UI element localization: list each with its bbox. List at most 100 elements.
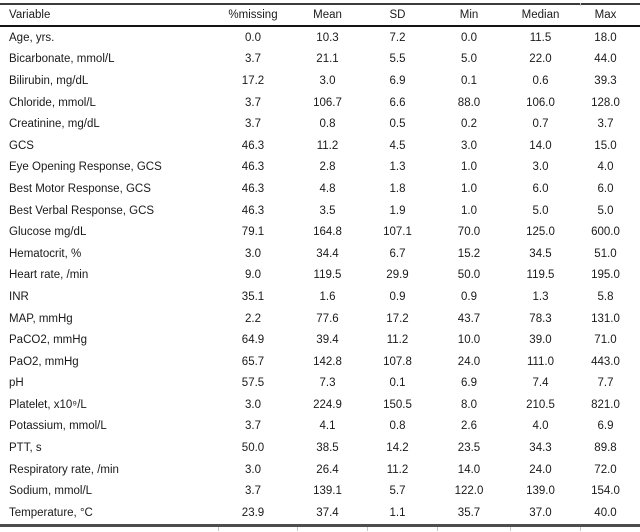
- median-value-cell: 0.7: [532, 118, 549, 131]
- mean-value-cell: 2.8: [319, 161, 336, 174]
- variable-cell: Best Verbal Response, GCS: [9, 204, 155, 217]
- table-row: GCS 46.3 11.2 4.5 3.0 14.0 15.0: [0, 135, 640, 157]
- median-value-cell: 0.6: [532, 74, 549, 87]
- median-value-cell: 14.0: [529, 139, 552, 152]
- max-value-cell: 89.8: [594, 442, 617, 455]
- variable-cell: MAP, mmHg: [9, 312, 73, 325]
- variable-cell: GCS: [9, 139, 34, 152]
- mean-value-cell: 142.8: [313, 355, 342, 368]
- min-value-cell: 10.0: [457, 334, 481, 347]
- table-row: PaCO2, mmHg 64.9 39.4 11.2 10.0 39.0 71.…: [0, 329, 640, 351]
- sd-value-cell: 150.5: [383, 398, 412, 411]
- min-value-cell: 0.1: [461, 74, 477, 87]
- max-value-cell: 72.0: [594, 463, 617, 476]
- sd-value-cell: 107.8: [383, 355, 412, 368]
- max-value-cell: 6.0: [597, 182, 614, 195]
- sd-value-cell: 17.2: [386, 312, 409, 325]
- table-row: Best Motor Response, GCS 46.3 4.8 1.8 1.…: [0, 178, 640, 200]
- min-value-cell: 5.0: [461, 53, 477, 66]
- median-value-cell: 6.0: [532, 182, 549, 195]
- min-value-cell: 35.7: [457, 506, 481, 519]
- missing-value-cell: 46.3: [241, 139, 265, 152]
- min-value-cell: 88.0: [457, 96, 481, 109]
- max-value-cell: 39.3: [594, 74, 617, 87]
- missing-value-cell: 46.3: [241, 182, 265, 195]
- sd-value-cell: 1.8: [389, 182, 406, 195]
- table-row: Eye Opening Response, GCS 46.3 2.8 1.3 1…: [0, 157, 640, 179]
- cropped-cell-border-tick: [218, 526, 219, 531]
- missing-value-cell: 3.0: [245, 463, 261, 476]
- mean-value-cell: 26.4: [316, 463, 339, 476]
- variable-cell: PaCO2, mmHg: [9, 334, 87, 347]
- mean-value-cell: 4.1: [319, 420, 336, 433]
- sd-value-cell: 0.5: [389, 118, 406, 131]
- variable-cell: Platelet, x10⁹/L: [9, 398, 87, 411]
- mean-value-cell: 77.6: [316, 312, 339, 325]
- table-row: Heart rate, /min 9.0 119.5 29.9 50.0 119…: [0, 265, 640, 287]
- max-value-cell: 7.7: [597, 377, 614, 390]
- mean-value-cell: 21.1: [316, 53, 339, 66]
- sd-value-cell: 6.6: [389, 96, 406, 109]
- variable-cell: Best Motor Response, GCS: [9, 182, 151, 195]
- missing-value-cell: 2.2: [245, 312, 261, 325]
- sd-value-cell: 1.3: [389, 161, 406, 174]
- mean-value-cell: 3.0: [319, 74, 336, 87]
- missing-value-cell: 79.1: [241, 226, 265, 239]
- variable-cell: Heart rate, /min: [9, 269, 89, 282]
- min-value-cell: 1.0: [461, 161, 477, 174]
- sd-value-cell: 0.9: [389, 290, 406, 303]
- variable-cell: Bicarbonate, mmol/L: [9, 53, 115, 66]
- missing-value-cell: 0.0: [245, 31, 261, 44]
- column-header-variable: Variable: [9, 9, 51, 21]
- table-row: Bilirubin, mg/dL 17.2 3.0 6.9 0.1 0.6 39…: [0, 70, 640, 92]
- sd-value-cell: 7.2: [389, 31, 406, 44]
- sd-value-cell: 0.1: [389, 377, 406, 390]
- sd-value-cell: 6.7: [389, 247, 406, 260]
- median-value-cell: 22.0: [529, 53, 552, 66]
- sd-value-cell: 107.1: [383, 226, 412, 239]
- mean-value-cell: 119.5: [313, 269, 342, 282]
- cropped-cell-border-tick: [580, 3, 581, 6]
- mean-value-cell: 106.7: [313, 96, 342, 109]
- sd-value-cell: 11.2: [386, 334, 409, 347]
- max-value-cell: 5.8: [597, 290, 614, 303]
- sd-value-cell: 29.9: [386, 269, 409, 282]
- mean-value-cell: 7.3: [319, 377, 336, 390]
- min-value-cell: 1.0: [461, 182, 477, 195]
- variable-cell: Creatinine, mg/dL: [9, 118, 100, 131]
- median-value-cell: 34.5: [529, 247, 552, 260]
- variable-cell: PTT, s: [9, 442, 42, 455]
- median-value-cell: 7.4: [532, 377, 549, 390]
- mean-value-cell: 139.1: [313, 485, 342, 498]
- median-value-cell: 24.0: [529, 463, 552, 476]
- min-value-cell: 0.9: [461, 290, 477, 303]
- max-value-cell: 5.0: [597, 204, 614, 217]
- max-value-cell: 15.0: [594, 139, 617, 152]
- missing-value-cell: 9.0: [245, 269, 261, 282]
- median-value-cell: 5.0: [532, 204, 549, 217]
- missing-value-cell: 50.0: [241, 442, 265, 455]
- cropped-cell-border-tick: [297, 526, 298, 531]
- table-row: Potassium, mmol/L 3.7 4.1 0.8 2.6 4.0 6.…: [0, 416, 640, 438]
- missing-value-cell: 3.7: [245, 96, 261, 109]
- max-value-cell: 44.0: [594, 53, 617, 66]
- cropped-cell-border-tick: [510, 526, 511, 531]
- variable-cell: Age, yrs.: [9, 31, 55, 44]
- column-header-sd: SD: [389, 9, 406, 21]
- summary-statistics-table: Variable %missing Mean SD Min Median Max…: [0, 3, 640, 532]
- table-bottom-rule: [0, 523, 640, 527]
- mean-value-cell: 34.4: [316, 247, 339, 260]
- min-value-cell: 1.0: [461, 204, 477, 217]
- table-row: Glucose mg/dL 79.1 164.8 107.1 70.0 125.…: [0, 221, 640, 243]
- table-row: pH 57.5 7.3 0.1 6.9 7.4 7.7: [0, 373, 640, 395]
- mean-value-cell: 37.4: [316, 506, 339, 519]
- max-value-cell: 40.0: [594, 506, 617, 519]
- missing-value-cell: 46.3: [241, 204, 265, 217]
- table-row: Chloride, mmol/L 3.7 106.7 6.6 88.0 106.…: [0, 92, 640, 114]
- variable-cell: INR: [9, 290, 29, 303]
- median-value-cell: 210.5: [526, 398, 555, 411]
- column-header-missing: %missing: [228, 9, 278, 21]
- missing-value-cell: 35.1: [241, 290, 265, 303]
- table-row: Bicarbonate, mmol/L 3.7 21.1 5.5 5.0 22.…: [0, 49, 640, 71]
- missing-value-cell: 64.9: [241, 334, 265, 347]
